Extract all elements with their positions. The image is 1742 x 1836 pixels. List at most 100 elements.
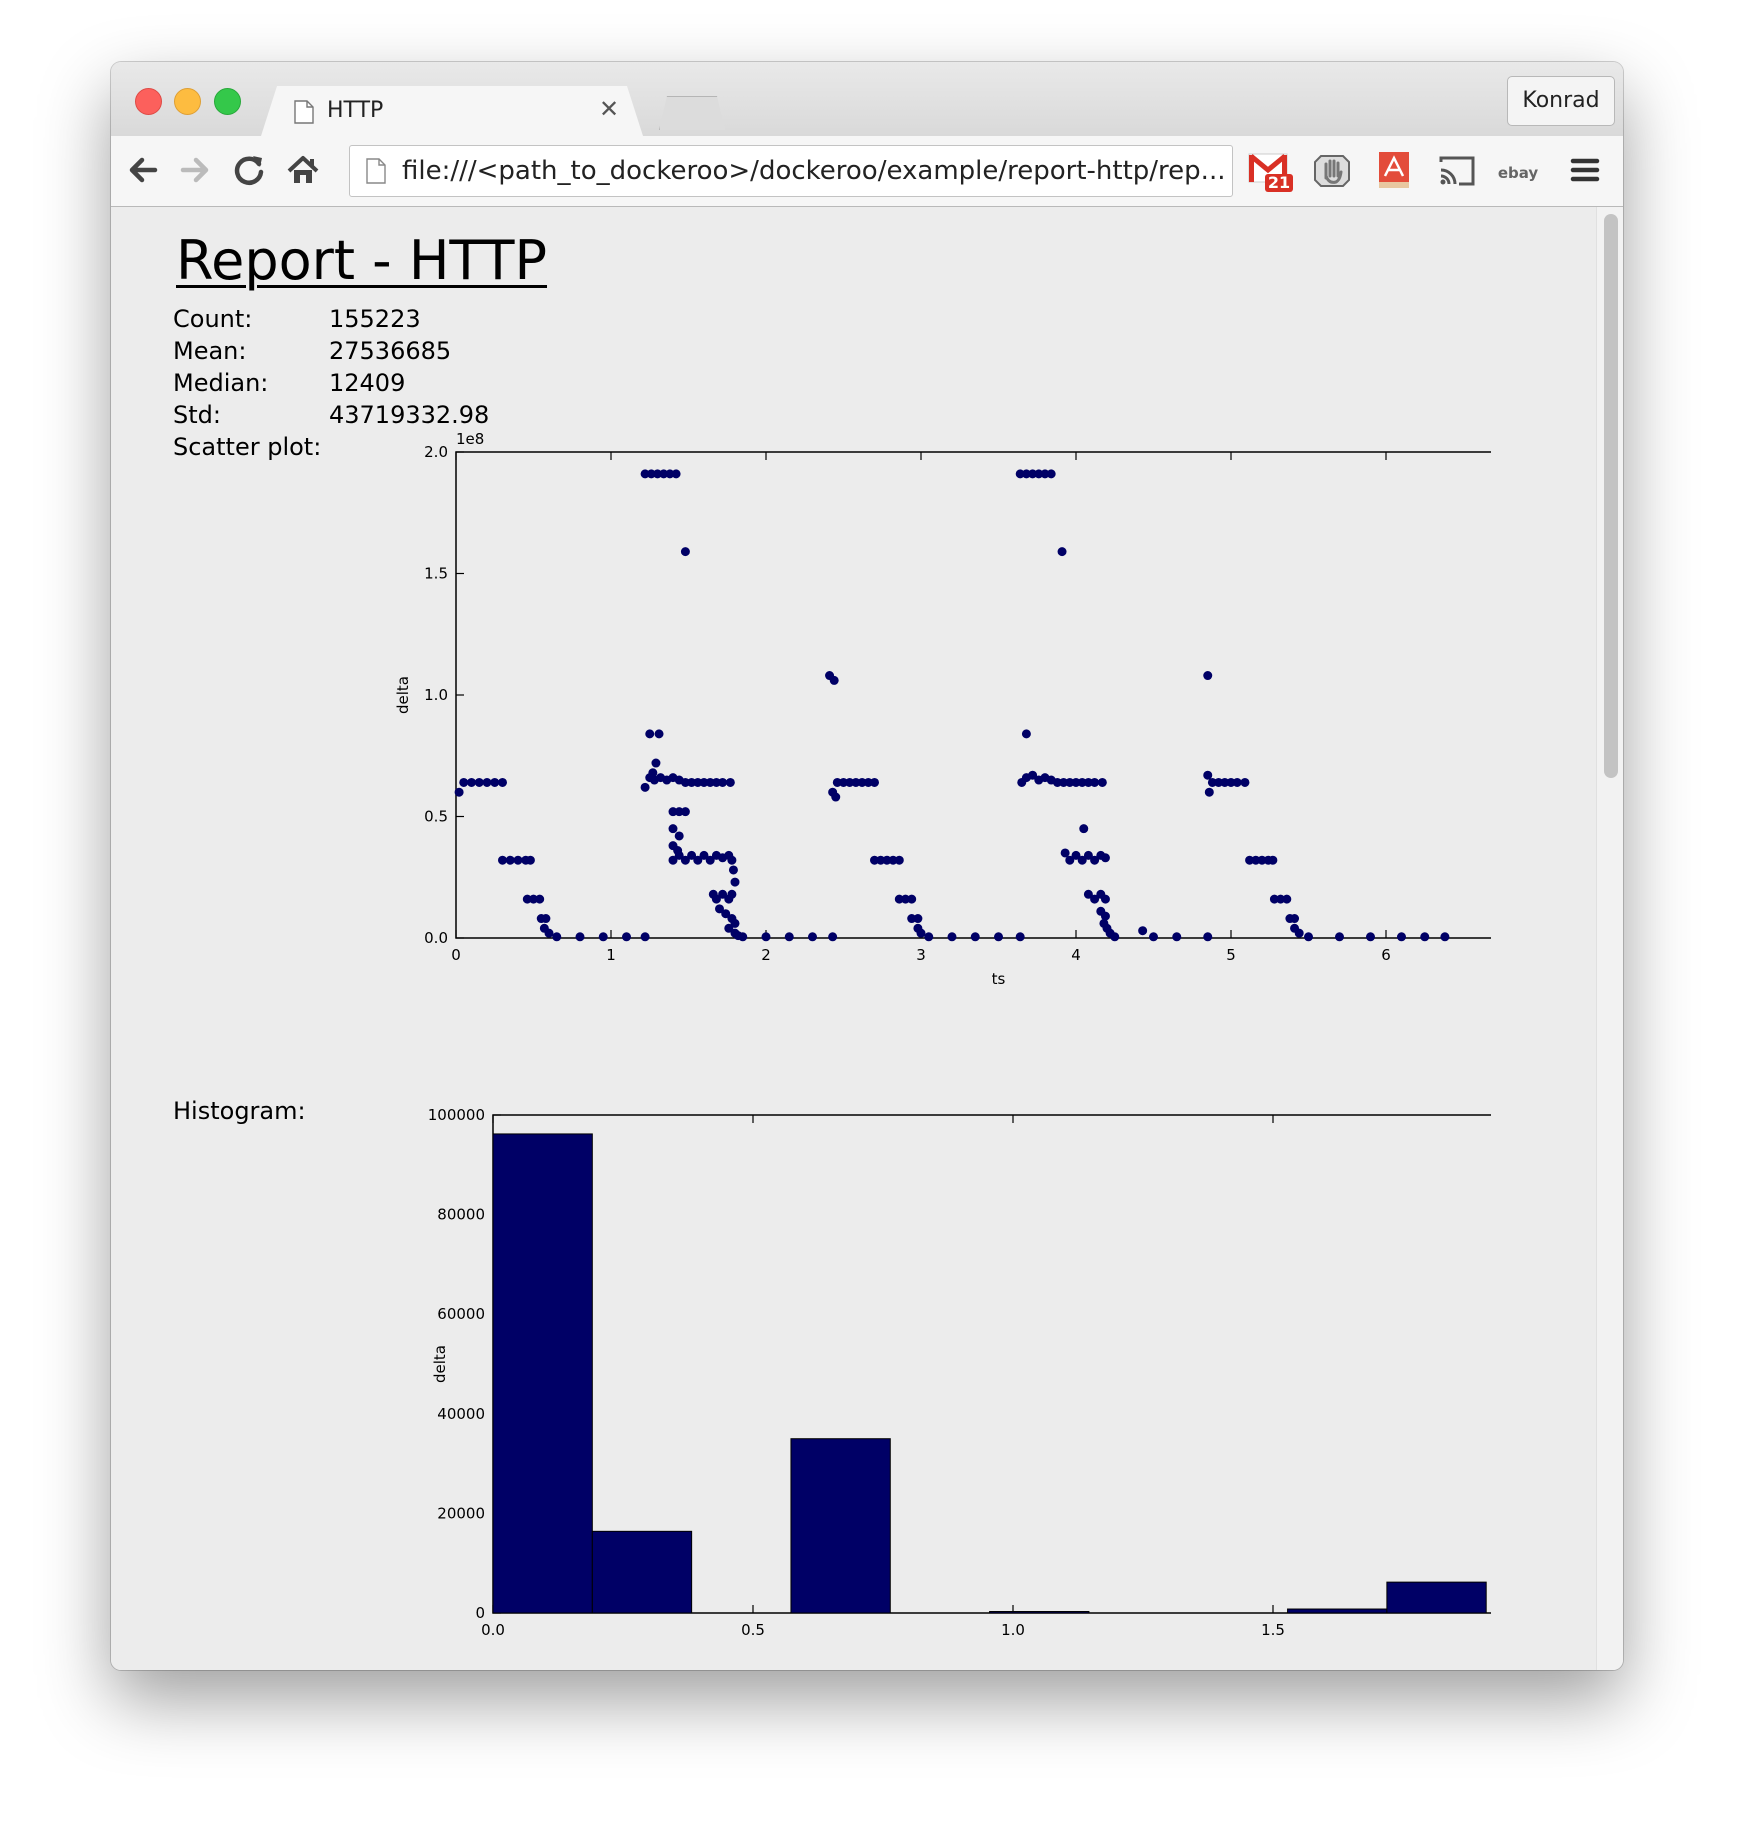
x-tick-label: 0.0 bbox=[481, 1621, 505, 1639]
y-tick-label: 20000 bbox=[437, 1504, 485, 1522]
x-tick-label: 1 bbox=[606, 946, 616, 964]
title-bar: HTTP ✕ Konrad bbox=[111, 62, 1623, 136]
scatter-point bbox=[1304, 932, 1313, 942]
minimize-window-button[interactable] bbox=[174, 88, 201, 115]
scatter-point bbox=[490, 777, 500, 787]
stat-value-median: 12409 bbox=[329, 369, 406, 397]
scatter-point bbox=[924, 932, 934, 942]
histogram-bar bbox=[989, 1611, 1090, 1614]
scatter-point bbox=[907, 894, 917, 904]
y-tick-label: 1.0 bbox=[424, 686, 448, 704]
scatter-point bbox=[1100, 911, 1110, 921]
menu-icon[interactable] bbox=[1565, 150, 1605, 190]
scatter-point bbox=[645, 729, 655, 739]
tab-title: HTTP bbox=[327, 98, 384, 123]
scatter-point bbox=[738, 932, 748, 942]
scatter-point bbox=[525, 855, 535, 865]
scatter-point bbox=[1083, 889, 1093, 899]
new-tab-button[interactable] bbox=[659, 96, 725, 130]
scatter-point bbox=[724, 923, 734, 933]
cast-icon[interactable] bbox=[1433, 148, 1479, 194]
url-text: file:///<path_to_dockeroo>/dockeroo/exam… bbox=[402, 156, 1226, 186]
scatter-point bbox=[640, 932, 650, 942]
gmail-extension-icon[interactable]: 21 bbox=[1247, 148, 1293, 194]
scatter-point bbox=[1138, 926, 1148, 936]
x-tick-label: 5 bbox=[1226, 946, 1236, 964]
scatter-point bbox=[1090, 855, 1100, 865]
scatter-point bbox=[1335, 932, 1344, 942]
scatter-point bbox=[680, 855, 690, 865]
stat-label-std: Std: bbox=[173, 401, 221, 429]
tab-http[interactable]: HTTP ✕ bbox=[261, 86, 643, 136]
profile-button[interactable]: Konrad bbox=[1507, 76, 1615, 126]
forward-arrow-icon[interactable] bbox=[175, 150, 215, 190]
close-tab-icon[interactable]: ✕ bbox=[599, 95, 620, 123]
zoom-window-button[interactable] bbox=[214, 88, 241, 115]
scatter-point bbox=[1028, 770, 1038, 780]
scatter-point bbox=[687, 850, 697, 860]
scatter-point bbox=[454, 787, 464, 797]
y-tick-label: 2.0 bbox=[424, 443, 448, 461]
histogram-bar bbox=[591, 1530, 693, 1614]
x-tick-label: 6 bbox=[1381, 946, 1391, 964]
stat-label-count: Count: bbox=[173, 305, 253, 333]
scatter-point bbox=[552, 932, 562, 942]
y-tick-label: 0.5 bbox=[424, 808, 448, 826]
histogram-bar bbox=[790, 1438, 891, 1614]
y-tick-label: 0 bbox=[475, 1604, 485, 1622]
back-arrow-icon[interactable] bbox=[123, 150, 163, 190]
scatter-point bbox=[913, 914, 923, 924]
y-axis-label: delta bbox=[431, 1345, 449, 1383]
scatter-point bbox=[718, 777, 728, 787]
histogram-bar bbox=[1386, 1581, 1487, 1614]
scatter-point bbox=[498, 855, 507, 865]
document-icon bbox=[294, 100, 314, 124]
stat-value-count: 155223 bbox=[329, 305, 421, 333]
scatter-point bbox=[1046, 469, 1056, 479]
hand-stop-extension-icon[interactable] bbox=[1309, 148, 1355, 194]
close-window-button[interactable] bbox=[135, 88, 162, 115]
scatter-point bbox=[513, 855, 523, 865]
scatter-point bbox=[828, 932, 838, 942]
acrobat-extension-icon[interactable] bbox=[1371, 148, 1417, 194]
reload-icon[interactable] bbox=[229, 150, 269, 190]
histogram-bar bbox=[1287, 1608, 1388, 1614]
browser-window: HTTP ✕ Konrad file:///<path_to_dockeroo bbox=[111, 62, 1623, 1670]
scatter-point bbox=[870, 777, 879, 787]
scatter-point bbox=[1268, 855, 1278, 865]
plot-frame bbox=[455, 451, 1491, 939]
scatter-point bbox=[784, 932, 794, 942]
scatter-point bbox=[541, 914, 551, 924]
scrollbar-thumb[interactable] bbox=[1604, 214, 1618, 778]
scatter-point bbox=[1090, 894, 1100, 904]
scatter-point bbox=[668, 824, 678, 834]
scatter-point bbox=[498, 777, 507, 787]
scatter-point bbox=[654, 729, 664, 739]
page-icon bbox=[366, 158, 386, 184]
scatter-point bbox=[674, 831, 684, 841]
x-tick-label: 0.5 bbox=[741, 1621, 765, 1639]
scatter-point bbox=[831, 792, 841, 802]
home-icon[interactable] bbox=[283, 150, 323, 190]
y-tick-label: 40000 bbox=[437, 1405, 485, 1423]
scatter-point bbox=[535, 894, 545, 904]
ebay-extension-icon[interactable]: ebay bbox=[1495, 148, 1541, 194]
page-content: Report - HTTP Count: 155223 Mean: 275366… bbox=[111, 207, 1596, 1670]
scatter-point bbox=[1100, 894, 1110, 904]
scatter-point bbox=[970, 932, 980, 942]
scatter-point bbox=[1021, 729, 1031, 739]
scatter-plot-label: Scatter plot: bbox=[173, 433, 322, 461]
vertical-scrollbar[interactable] bbox=[1596, 207, 1623, 1670]
y-tick-label: 60000 bbox=[437, 1305, 485, 1323]
scatter-point bbox=[674, 850, 684, 860]
scatter-point bbox=[718, 889, 728, 899]
address-bar[interactable]: file:///<path_to_dockeroo>/dockeroo/exam… bbox=[349, 145, 1233, 197]
gmail-badge: 21 bbox=[1268, 173, 1290, 192]
scatter-point bbox=[459, 777, 469, 787]
scatter-point bbox=[1366, 932, 1375, 942]
scatter-point bbox=[1097, 777, 1107, 787]
scatter-point bbox=[575, 932, 585, 942]
x-tick-label: 0 bbox=[451, 946, 461, 964]
scatter-point bbox=[1397, 932, 1406, 942]
x-axis-label: ts bbox=[992, 970, 1006, 988]
